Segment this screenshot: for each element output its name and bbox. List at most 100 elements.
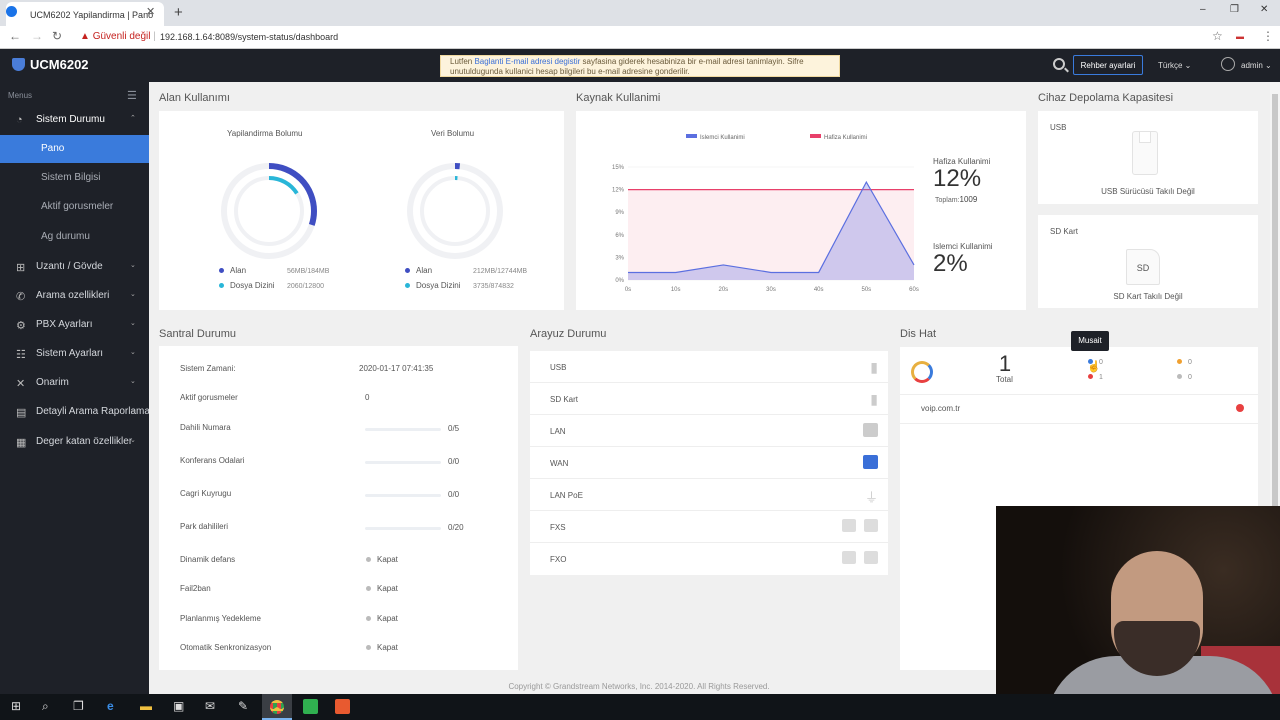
menu-toggle-icon[interactable]: ☰ xyxy=(127,90,137,102)
extension-icon[interactable]: ▬ xyxy=(1236,32,1244,41)
tab-close-icon[interactable]: ✕ xyxy=(146,6,156,18)
count-value: 0 xyxy=(1099,359,1103,366)
sidebar-item-value-added[interactable]: ▦ Deger katan özellikler ⌄ xyxy=(0,428,149,456)
language-select[interactable]: Türkçe ⌄ xyxy=(1158,61,1192,70)
url-input[interactable]: 192.168.1.64:8089/system-status/dashboar… xyxy=(160,32,339,42)
fail2ban-label: Fail2ban xyxy=(180,584,211,593)
x-tick-label: 10s xyxy=(671,287,681,293)
pbx-card: Sistem Zamani: 2020-01-17 07:41:35 Aktif… xyxy=(159,346,518,670)
product-logo[interactable]: UCM6202 xyxy=(12,57,89,72)
security-warning[interactable]: ▲ Güvenli değil | xyxy=(80,31,156,42)
legend-label: Dosya Dizini xyxy=(230,281,275,290)
status-dot xyxy=(1177,359,1182,364)
scrollbar-thumb[interactable] xyxy=(1272,94,1278,684)
trunk-count-idle[interactable]: 0 xyxy=(1177,374,1192,381)
y-tick-label: 6% xyxy=(615,233,624,239)
task-view-icon[interactable]: ❐ xyxy=(73,699,84,713)
memory-title: Hafiza Kullanimi xyxy=(933,157,991,166)
page-scrollbar[interactable] xyxy=(1270,82,1280,694)
data-donut xyxy=(407,163,503,259)
sidebar-item-maintenance[interactable]: ✕ Onarim ⌄ xyxy=(0,369,149,397)
sidebar-item-system-settings[interactable]: ☷ Sistem Ayarları ⌄ xyxy=(0,340,149,368)
legend-label: Alan xyxy=(416,266,433,275)
guide-settings-button[interactable]: Rehber ayarlari xyxy=(1073,55,1143,75)
search-icon[interactable]: ⌕ xyxy=(42,699,49,713)
memory-total-label: Toplam:1009 xyxy=(935,195,977,204)
conference-label: Konferans Odalari xyxy=(180,456,245,465)
memory-area xyxy=(628,189,914,280)
sidebar-subitem-dashboard[interactable]: Pano xyxy=(0,135,149,163)
trunk-name[interactable]: voip.com.tr xyxy=(921,404,961,413)
notice-post: sayfasina giderek hesabiniza bir e-mail … xyxy=(450,57,804,76)
sidebar-subitem-system-info[interactable]: Sistem Bilgisi xyxy=(41,172,101,183)
sidebar-item-call-features[interactable]: ✆ Arama ozellikleri ⌄ xyxy=(0,282,149,310)
extensions-label: Dahili Numara xyxy=(180,423,231,432)
status-dot xyxy=(366,586,371,591)
app-orange-icon[interactable] xyxy=(335,699,350,714)
trunk-count-available[interactable]: 0 xyxy=(1088,359,1103,366)
sidebar-item-label: Sistem Durumu xyxy=(36,114,105,125)
interface-row-fxo: FXO xyxy=(530,543,888,575)
sdcard-icon: ▮ xyxy=(870,391,878,407)
sidebar-item-label: Detayli Arama Raporlaması xyxy=(36,406,149,417)
star-icon[interactable]: ☆ xyxy=(1212,29,1223,43)
legend-label: Islemci Kullanimi xyxy=(700,135,745,141)
mail-icon[interactable]: ✉ xyxy=(205,699,216,713)
queue-label: Cagri Kuyrugu xyxy=(180,489,232,498)
sidebar-item-cdr[interactable]: ▤ Detayli Arama Raporlaması ⌄ xyxy=(0,398,149,426)
sidebar-subitem-network-status[interactable]: Ag durumu xyxy=(41,231,90,242)
arrow-forward-icon[interactable]: → xyxy=(31,29,43,43)
extensions-bar xyxy=(365,428,441,431)
close-window-button[interactable]: ✕ xyxy=(1260,4,1269,15)
data-used-value: 212MB/12744MB xyxy=(473,268,528,275)
config-partition-title: Yapilandirma Bolumu xyxy=(227,129,303,138)
interface-row-wan: WAN xyxy=(530,447,888,479)
chevron-down-icon: ⌄ xyxy=(130,437,136,444)
minimize-button[interactable]: – xyxy=(1200,4,1206,15)
cpu-value: 2% xyxy=(933,250,968,277)
arrow-back-icon[interactable]: ← xyxy=(9,29,21,43)
logo-icon xyxy=(12,58,25,71)
new-tab-button[interactable]: + xyxy=(174,4,183,21)
park-bar xyxy=(365,527,441,530)
store-icon[interactable]: ▣ xyxy=(173,699,185,713)
sidebar-subitem-active-calls[interactable]: Aktif gorusmeler xyxy=(41,201,114,212)
sidebar-item-system-status[interactable]: ◔ Sistem Durumu ⌃ xyxy=(0,106,149,134)
interface-row-sd: SD Kart ▮ xyxy=(530,383,888,415)
trunks-title: Dis Hat xyxy=(900,328,937,340)
status-text: Kapat xyxy=(377,614,398,623)
legend-dot xyxy=(219,268,224,273)
sidebar-item-label: PBX Ayarları xyxy=(36,319,93,330)
tooltip-available: Musait xyxy=(1071,331,1109,351)
trunk-count-busy[interactable]: 0 xyxy=(1177,359,1192,366)
trunk-count-unavailable[interactable]: 1 xyxy=(1088,374,1103,381)
chrome-taskbar-item[interactable] xyxy=(262,694,292,720)
sidebar-item-label: Uzantı / Gövde xyxy=(36,261,103,272)
pbx-title: Santral Durumu xyxy=(159,328,237,340)
park-value: 0/20 xyxy=(448,523,464,532)
notice-link[interactable]: Baglanti E-mail adresi degistir xyxy=(474,57,581,66)
reload-icon[interactable]: ↻ xyxy=(52,29,63,43)
storage-card: Yapilandirma Bolumu Alan 56MB/184MB Dosy… xyxy=(159,111,564,310)
favicon-icon xyxy=(6,6,17,17)
resource-card: Islemci Kullanimi Hafiza Kullanimi 0% 3% 6% 9… xyxy=(576,111,1026,310)
edge-icon[interactable]: e xyxy=(107,699,114,713)
gear-icon: ⚙ xyxy=(16,320,26,332)
y-tick-label: 12% xyxy=(612,188,625,194)
interface-row-lan-poe: LAN PoE ⏚ xyxy=(530,479,888,511)
sidebar-item-pbx-settings[interactable]: ⚙ PBX Ayarları ⌄ xyxy=(0,311,149,339)
windows-icon[interactable]: ⊞ xyxy=(11,699,22,713)
pen-icon[interactable]: ✎ xyxy=(238,699,249,713)
user-menu[interactable]: admin ⌄ xyxy=(1241,61,1272,70)
fail2ban-status: Kapat xyxy=(366,584,398,593)
sidebar-item-extension-trunk[interactable]: ⊞ Uzantı / Gövde ⌄ xyxy=(0,253,149,281)
menu-icon[interactable]: ⋮ xyxy=(1262,29,1274,43)
user-avatar-icon[interactable] xyxy=(1221,57,1235,71)
app-green-icon[interactable] xyxy=(303,699,318,714)
folder-icon[interactable]: ▬ xyxy=(140,699,152,713)
search-icon[interactable] xyxy=(1053,58,1065,70)
maximize-button[interactable]: ❐ xyxy=(1230,4,1239,15)
chevron-down-icon: ⌄ xyxy=(130,407,136,414)
browser-tab[interactable]: UCM6202 Yapilandirma | Pano xyxy=(6,2,164,26)
memory-total-caption: Toplam: xyxy=(935,197,960,204)
